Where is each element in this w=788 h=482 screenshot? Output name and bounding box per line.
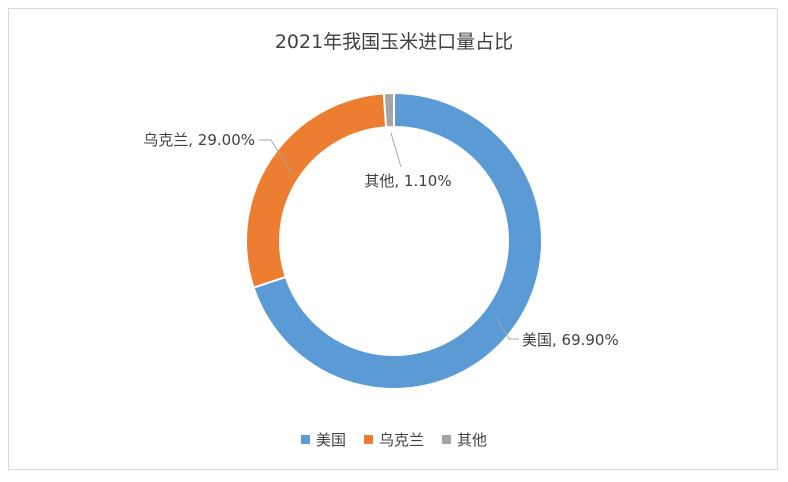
legend-label-ukraine: 乌克兰: [378, 431, 424, 449]
leader-line-other: [390, 132, 402, 168]
donut-chart: 美国, 69.90% 乌克兰, 29.00% 其他, 1.10%: [143, 91, 619, 390]
leader-line-ukraine: [259, 139, 293, 175]
legend-swatch-usa: [300, 435, 310, 444]
data-label-ukraine: 乌克兰, 29.00%: [143, 131, 255, 149]
slice-ukraine: [245, 92, 388, 289]
legend: 美国 乌克兰 其他: [9, 429, 779, 450]
data-label-other: 其他, 1.10%: [364, 172, 451, 190]
leader-line-usa: [496, 317, 519, 340]
legend-item-other: 其他: [442, 429, 487, 450]
legend-swatch-other: [442, 435, 451, 444]
chart-title: 2021年我国玉米进口量占比: [274, 31, 514, 53]
legend-swatch-ukraine: [363, 435, 373, 444]
data-label-usa: 美国, 69.90%: [522, 331, 619, 349]
slice-usa: [252, 91, 543, 390]
chart-area: 2021年我国玉米进口量占比 美国, 69.90% 乌克兰, 29.00% 其他, …: [8, 8, 778, 470]
legend-label-usa: 美国: [315, 431, 346, 449]
legend-item-ukraine: 乌克兰: [363, 429, 424, 450]
slice-other: [382, 91, 395, 129]
legend-label-other: 其他: [457, 431, 488, 449]
legend-item-usa: 美国: [300, 429, 346, 450]
